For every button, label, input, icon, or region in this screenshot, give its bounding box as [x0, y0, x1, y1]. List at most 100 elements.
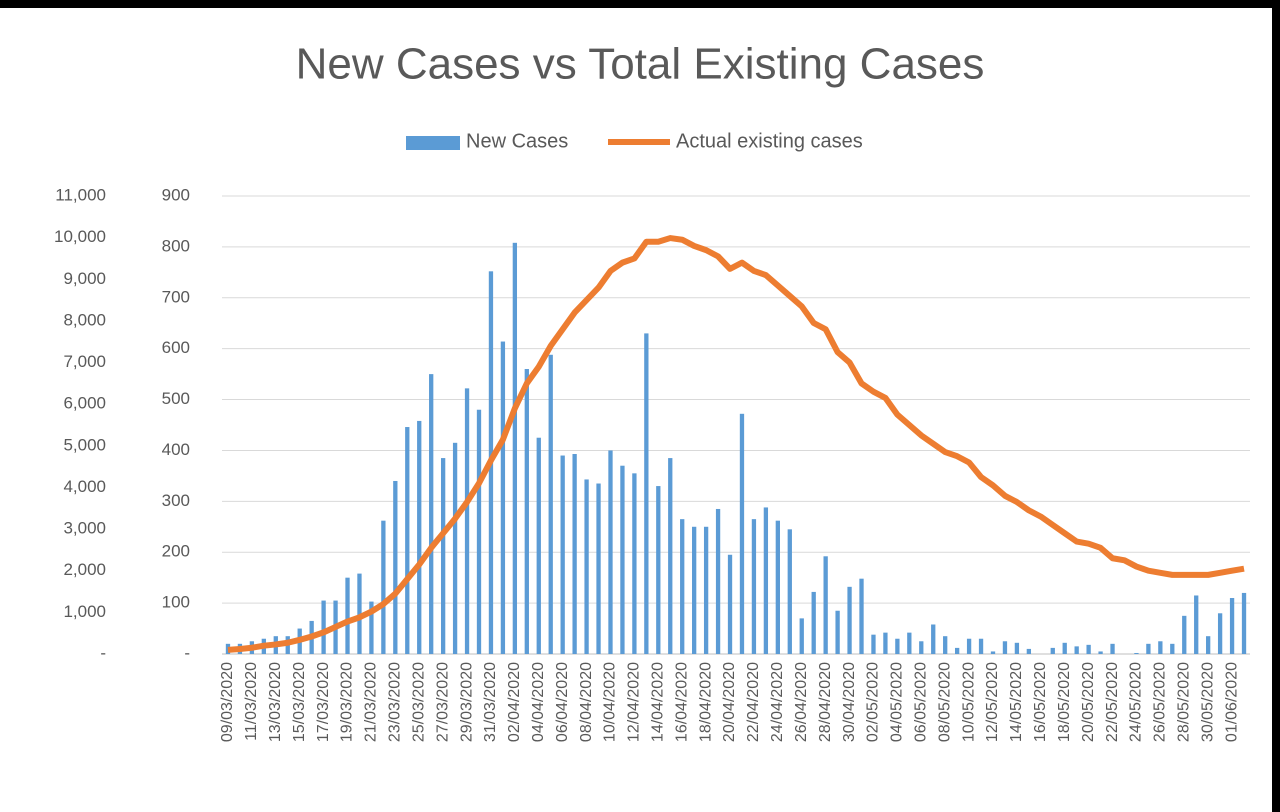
bar: [931, 624, 936, 654]
y2-tick-label: 800: [162, 236, 190, 255]
bar: [632, 473, 637, 654]
bar: [369, 601, 374, 654]
y2-tick-label: 500: [162, 389, 190, 408]
x-tick-label: 15/03/2020: [291, 662, 308, 742]
x-tick-label: 22/04/2020: [745, 662, 762, 742]
bar: [1062, 642, 1067, 654]
bar: [847, 586, 852, 654]
bar: [393, 480, 398, 654]
x-tick-label: 04/04/2020: [530, 662, 547, 742]
y2-tick-label: 600: [162, 338, 190, 357]
x-tick-label: 13/03/2020: [267, 662, 284, 742]
bar: [1182, 615, 1187, 654]
bar: [357, 573, 362, 654]
x-tick-label: 24/04/2020: [769, 662, 786, 742]
bar: [381, 520, 386, 654]
bar: [1146, 643, 1151, 654]
x-tick-label: 18/05/2020: [1056, 662, 1073, 742]
bar: [692, 526, 697, 654]
bar: [871, 634, 876, 654]
bar: [978, 638, 984, 654]
line: [227, 235, 1245, 653]
bar: [1194, 595, 1199, 654]
bar: [1050, 647, 1055, 654]
x-tick-label: 08/04/2020: [578, 662, 595, 742]
bar: [440, 458, 446, 654]
y2-tick-label: 300: [162, 491, 190, 510]
x-tick-label: 01/06/2020: [1223, 662, 1240, 742]
legend-swatch: [406, 136, 460, 150]
x-tick-label: 21/03/2020: [363, 662, 380, 742]
y-tick-label: 8,000: [63, 310, 106, 329]
bar: [500, 341, 506, 654]
bar: [990, 651, 996, 654]
bar: [596, 483, 601, 654]
y2-tick-label: 200: [162, 542, 190, 561]
bar: [763, 507, 769, 654]
bar: [512, 242, 518, 654]
bar: [524, 369, 529, 654]
bar: [1086, 644, 1091, 654]
x-tick-label: 30/04/2020: [841, 662, 858, 742]
bar: [1170, 643, 1175, 654]
x-tick-label: 20/05/2020: [1080, 662, 1097, 742]
bar: [572, 454, 577, 654]
bar: [620, 465, 625, 654]
y-tick-label: -: [100, 643, 106, 662]
y-tick-label: 6,000: [63, 394, 106, 413]
chart-title: New Cases vs Total Existing Cases: [296, 40, 985, 89]
bar: [584, 479, 589, 654]
x-tick-label: 26/04/2020: [793, 662, 810, 742]
x-tick-label: 14/05/2020: [1008, 662, 1025, 742]
y-tick-label: 9,000: [63, 269, 106, 288]
x-tick-label: 08/05/2020: [936, 662, 953, 742]
x-tick-label: 02/05/2020: [865, 662, 882, 742]
x-tick-label: 27/03/2020: [434, 662, 451, 742]
x-tick-label: 24/05/2020: [1128, 662, 1145, 742]
x-tick-label: 11/03/2020: [243, 662, 260, 741]
bar: [966, 638, 972, 654]
bar: [1229, 598, 1235, 654]
x-tick-label: 10/05/2020: [960, 662, 977, 742]
x-tick-label: 10/04/2020: [602, 662, 619, 742]
bar: [907, 632, 912, 654]
bar: [895, 638, 900, 654]
bar: [919, 641, 924, 654]
x-tick-label: 06/04/2020: [554, 662, 571, 742]
x-tick-label: 16/04/2020: [673, 662, 690, 742]
bar: [608, 450, 613, 654]
bar: [548, 354, 553, 654]
bar: [1217, 613, 1223, 654]
bar: [429, 374, 434, 654]
y-tick-label: 11,000: [55, 185, 106, 204]
y-tick-label: 7,000: [63, 352, 106, 371]
bar: [1014, 642, 1020, 654]
x-tick-label: 02/04/2020: [506, 662, 523, 742]
y2-tick-label: 700: [162, 287, 190, 306]
x-tick-label: 12/04/2020: [626, 662, 643, 742]
legend-label: Actual existing cases: [676, 130, 863, 152]
x-tick-label: 29/03/2020: [458, 662, 475, 742]
bar: [775, 520, 780, 654]
bar: [883, 632, 888, 654]
bar: [1241, 592, 1247, 654]
bar: [536, 437, 541, 654]
x-tick-label: 26/05/2020: [1152, 662, 1169, 742]
x-tick-label: 17/03/2020: [315, 662, 332, 742]
bar: [644, 333, 649, 654]
x-tick-label: 06/05/2020: [912, 662, 929, 742]
bar: [1074, 646, 1079, 654]
y2-tick-label: 400: [162, 440, 190, 459]
y2-tick-label: -: [184, 643, 190, 662]
bar: [1026, 648, 1032, 654]
bar: [954, 647, 960, 654]
bar: [1206, 636, 1211, 654]
x-tick-label: 18/04/2020: [697, 662, 714, 742]
bar: [1002, 641, 1008, 654]
x-tick-label: 20/04/2020: [721, 662, 738, 742]
x-tick-label: 30/05/2020: [1199, 662, 1216, 742]
bar: [321, 600, 326, 654]
bar: [751, 519, 757, 654]
x-tick-label: 28/04/2020: [817, 662, 834, 742]
bar: [668, 458, 673, 654]
